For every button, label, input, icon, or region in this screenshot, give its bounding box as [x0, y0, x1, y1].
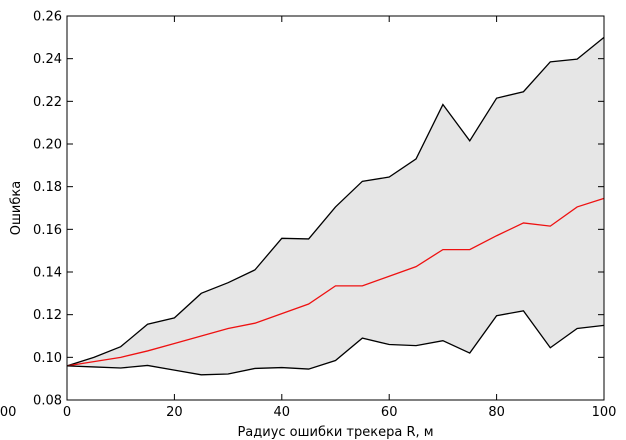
x-axis-label: Радиус ошибки трекера R, м: [237, 425, 433, 440]
series-lines-layer: [66, 36, 605, 376]
y-tick-label: 0.24: [33, 52, 62, 67]
y-tick-label: 0.26: [33, 10, 62, 25]
confidence-band: [67, 37, 604, 375]
y-tick-label: 0.14: [33, 266, 62, 281]
y-tick-label: 0.18: [33, 180, 62, 195]
plot-frame: [66, 15, 605, 401]
y-tick-label: 0.08: [33, 394, 62, 409]
y-tick-label: 0.20: [33, 138, 62, 153]
y-tick-label: 0.10: [33, 351, 62, 366]
x-tick-label-clipped: 100: [0, 405, 16, 420]
x-tick-label: 60: [381, 405, 398, 420]
ticks-layer: 0 20 40 60 80 100 100 0.08 0.10 0.12 0.14 0.16 0.18 0…: [0, 10, 616, 421]
upper-line: [66, 36, 605, 367]
x-tick-label: 80: [488, 405, 505, 420]
x-tick-label: 0: [63, 405, 71, 420]
y-axis-label: Ошибка: [9, 181, 24, 235]
x-tick-label: 40: [274, 405, 291, 420]
x-tick-label: 100: [592, 405, 617, 420]
x-tick-label: 20: [166, 405, 183, 420]
lower-line: [66, 310, 605, 376]
confidence-band-layer: [67, 37, 604, 375]
mean-line: [66, 197, 605, 367]
y-tick-label: 0.12: [33, 308, 62, 323]
y-tick-label: 0.22: [33, 95, 62, 110]
y-tick-label: 0.16: [33, 223, 62, 238]
